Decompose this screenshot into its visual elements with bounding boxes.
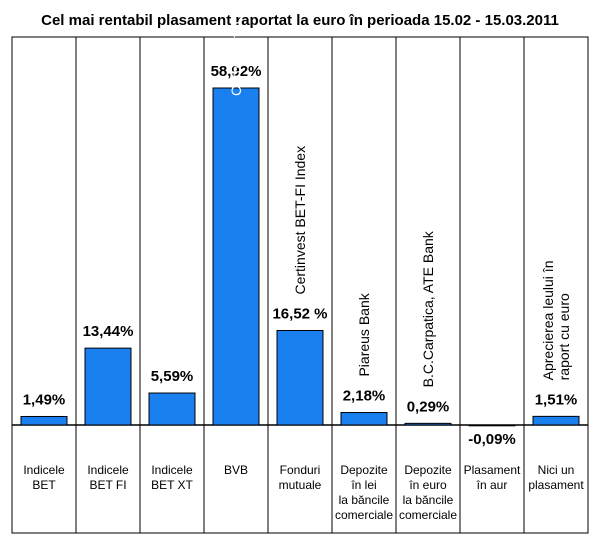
category-label: comerciale [335, 508, 393, 522]
category-label: Indicele [87, 463, 129, 477]
bar [468, 424, 516, 427]
bar [404, 422, 452, 426]
category-label: Depozite [340, 463, 388, 477]
category-label: Nici un [538, 463, 575, 477]
bar-annotation: raport cu euro [556, 293, 572, 380]
category-label: Indicele [151, 463, 193, 477]
bar-value-label: 13,44% [83, 323, 134, 340]
category-label: comerciale [399, 508, 457, 522]
category-label: BET FI [89, 478, 126, 492]
category-label: în aur [476, 478, 508, 492]
category-label: la băncile [403, 493, 454, 507]
bar [20, 415, 68, 426]
category-label: în lei [350, 478, 376, 492]
category-label: Fonduri [280, 463, 321, 477]
bar-value-label: 2,18% [343, 388, 386, 405]
bar-annotation: Carbochim Cluj-Napoca [228, 0, 244, 96]
bar-value-label: 16,52 % [272, 306, 327, 323]
bar-value-label: 1,51% [535, 391, 578, 408]
bar [340, 412, 388, 426]
category-label: mutuale [279, 478, 322, 492]
bar-annotation: Certinvest BET-FI Index [292, 146, 308, 295]
chart-title: Cel mai rentabil plasament raportat la e… [41, 12, 559, 29]
bar-value-label: 5,59% [151, 368, 194, 385]
bar-annotation: Piareus Bank [356, 292, 372, 376]
category-label: Plasament [464, 463, 521, 477]
category-label: BVB [224, 463, 248, 477]
bar-annotation: Aprecierea leului în [540, 261, 556, 381]
bar [212, 87, 260, 426]
bar-value-label: 58,92% [211, 63, 262, 80]
chart-frame [11, 36, 589, 534]
category-label: Depozite [404, 463, 452, 477]
bar [532, 415, 580, 426]
bar-value-label: 0,29% [407, 398, 450, 415]
category-label: la băncile [339, 493, 390, 507]
bar [276, 330, 324, 426]
category-label: în euro [408, 478, 447, 492]
bar-annotation: B.C.Carpatica, ATE Bank [420, 230, 436, 387]
category-label: Indicele [23, 463, 65, 477]
bar-value-label: 1,49% [23, 391, 66, 408]
bar [84, 347, 132, 426]
category-label: BET [32, 478, 56, 492]
bar-value-label: -0,09% [468, 431, 516, 448]
category-label: plasament [528, 478, 584, 492]
bar [148, 392, 196, 426]
category-label: BET XT [151, 478, 193, 492]
